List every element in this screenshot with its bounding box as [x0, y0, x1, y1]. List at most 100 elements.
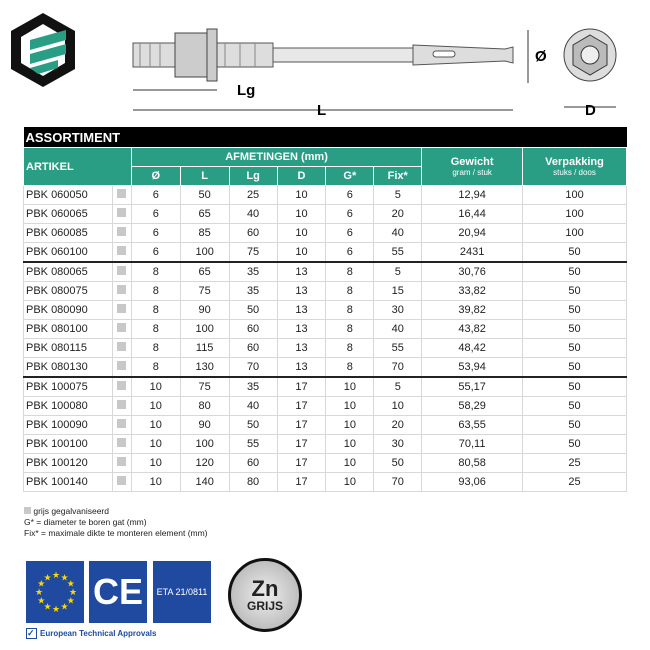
header-dim: Ø: [130, 166, 181, 186]
table-row: PBK 100120 10 120 60 17 10 50 80,58 25: [23, 453, 627, 473]
finish-swatch: [111, 376, 132, 397]
cell-value: 80,58: [421, 453, 524, 473]
cell-artikel: PBK 080130: [23, 357, 113, 378]
checkbox-icon: ✓: [26, 628, 37, 639]
cell-value: 8: [325, 319, 375, 339]
star: ★: [69, 587, 77, 597]
cell-artikel: PBK 060065: [23, 204, 113, 224]
finish-swatch: [111, 453, 132, 473]
cell-value: 39,82: [421, 300, 524, 320]
finish-swatch: [111, 261, 132, 282]
cell-artikel: PBK 100140: [23, 472, 113, 492]
cell-value: 75: [179, 281, 230, 301]
cell-value: 10: [325, 472, 375, 492]
header-dim: G*: [325, 166, 375, 186]
cell-artikel: PBK 100075: [23, 376, 113, 397]
finish-swatch: [111, 338, 132, 358]
cell-value: 58,29: [421, 396, 524, 416]
cell-value: 40: [228, 396, 278, 416]
cell-value: 10: [130, 396, 181, 416]
finish-swatch: [111, 281, 132, 301]
cell-value: 93,06: [421, 472, 524, 492]
cell-value: 25: [522, 453, 627, 473]
cell-value: 80: [179, 396, 230, 416]
cell-value: 8: [325, 261, 375, 282]
cell-value: 8: [130, 261, 181, 282]
cell-value: 100: [179, 319, 230, 339]
finish-swatch: [111, 415, 132, 435]
cell-value: 50: [179, 185, 230, 205]
cell-value: 43,82: [421, 319, 524, 339]
header-dim: L: [179, 166, 230, 186]
cell-value: 30,76: [421, 261, 524, 282]
eta-badge: ETA 21/0811: [153, 561, 211, 623]
cell-value: 40: [228, 204, 278, 224]
cell-value: 6: [325, 223, 375, 243]
cell-value: 63,55: [421, 415, 524, 435]
cell-value: 6: [130, 185, 181, 205]
star: ★: [44, 572, 52, 582]
cell-value: 6: [130, 242, 181, 263]
cell-value: 8: [325, 300, 375, 320]
note-fix: Fix* = maximale dikte te monteren elemen…: [24, 528, 208, 538]
cell-value: 60: [228, 338, 278, 358]
cell-value: 50: [522, 281, 627, 301]
table-row: PBK 100090 10 90 50 17 10 20 63,55 50: [23, 415, 627, 435]
cell-value: 10: [130, 453, 181, 473]
cell-value: 55: [373, 242, 423, 263]
cell-value: 70,11: [421, 434, 524, 454]
cell-artikel: PBK 080065: [23, 261, 113, 282]
cell-artikel: PBK 060085: [23, 223, 113, 243]
cell-value: 10: [325, 453, 375, 473]
cell-value: 140: [179, 472, 230, 492]
cell-value: 85: [179, 223, 230, 243]
star: ★: [44, 602, 52, 612]
cell-value: 8: [130, 281, 181, 301]
cell-value: 50: [522, 434, 627, 454]
finish-swatch: [111, 223, 132, 243]
ce-badge: CE: [89, 561, 147, 623]
cell-value: 6: [130, 204, 181, 224]
cell-value: 70: [228, 357, 278, 378]
star: ★: [37, 579, 45, 589]
header-dim: D: [276, 166, 327, 186]
cell-value: 10: [373, 396, 423, 416]
cell-value: 100: [179, 242, 230, 263]
cell-artikel: PBK 060100: [23, 242, 113, 263]
cell-value: 17: [276, 472, 327, 492]
cell-value: 30: [373, 300, 423, 320]
cell-value: 8: [130, 319, 181, 339]
cell-value: 10: [276, 223, 327, 243]
cell-value: 30: [373, 434, 423, 454]
finish-swatch: [111, 185, 132, 205]
cell-value: 5: [373, 185, 423, 205]
cell-value: 33,82: [421, 281, 524, 301]
cell-value: 90: [179, 415, 230, 435]
cell-value: 55,17: [421, 376, 524, 397]
cell-value: 65: [179, 261, 230, 282]
cell-value: 60: [228, 453, 278, 473]
table-title: ASSORTIMENT: [23, 127, 627, 148]
eta-caption: ✓ European Technical Approvals: [26, 628, 157, 639]
cell-value: 10: [130, 434, 181, 454]
cell-value: 20: [373, 415, 423, 435]
cell-value: 50: [522, 300, 627, 320]
star: ★: [37, 596, 45, 606]
table-row: PBK 100080 10 80 40 17 10 10 58,29 50: [23, 396, 627, 416]
eu-stars-icon: ★★★★★★★★★ ★ ★★: [35, 570, 77, 614]
cell-value: 8: [130, 300, 181, 320]
cell-value: 50: [522, 242, 627, 263]
cell-value: 13: [276, 281, 327, 301]
cell-value: 13: [276, 261, 327, 282]
cell-value: 55: [228, 434, 278, 454]
cell-value: 25: [228, 185, 278, 205]
table-row: PBK 080115 8 115 60 13 8 55 48,42 50: [23, 338, 627, 358]
cell-value: 50: [522, 376, 627, 397]
cell-value: 100: [179, 434, 230, 454]
cell-value: 5: [373, 261, 423, 282]
table-row: PBK 060100 6 100 75 10 6 55 2431 50: [23, 242, 627, 263]
table-row: PBK 100100 10 100 55 17 10 30 70,11 50: [23, 434, 627, 454]
cell-artikel: PBK 080090: [23, 300, 113, 320]
cell-value: 10: [276, 204, 327, 224]
cell-value: 17: [276, 434, 327, 454]
